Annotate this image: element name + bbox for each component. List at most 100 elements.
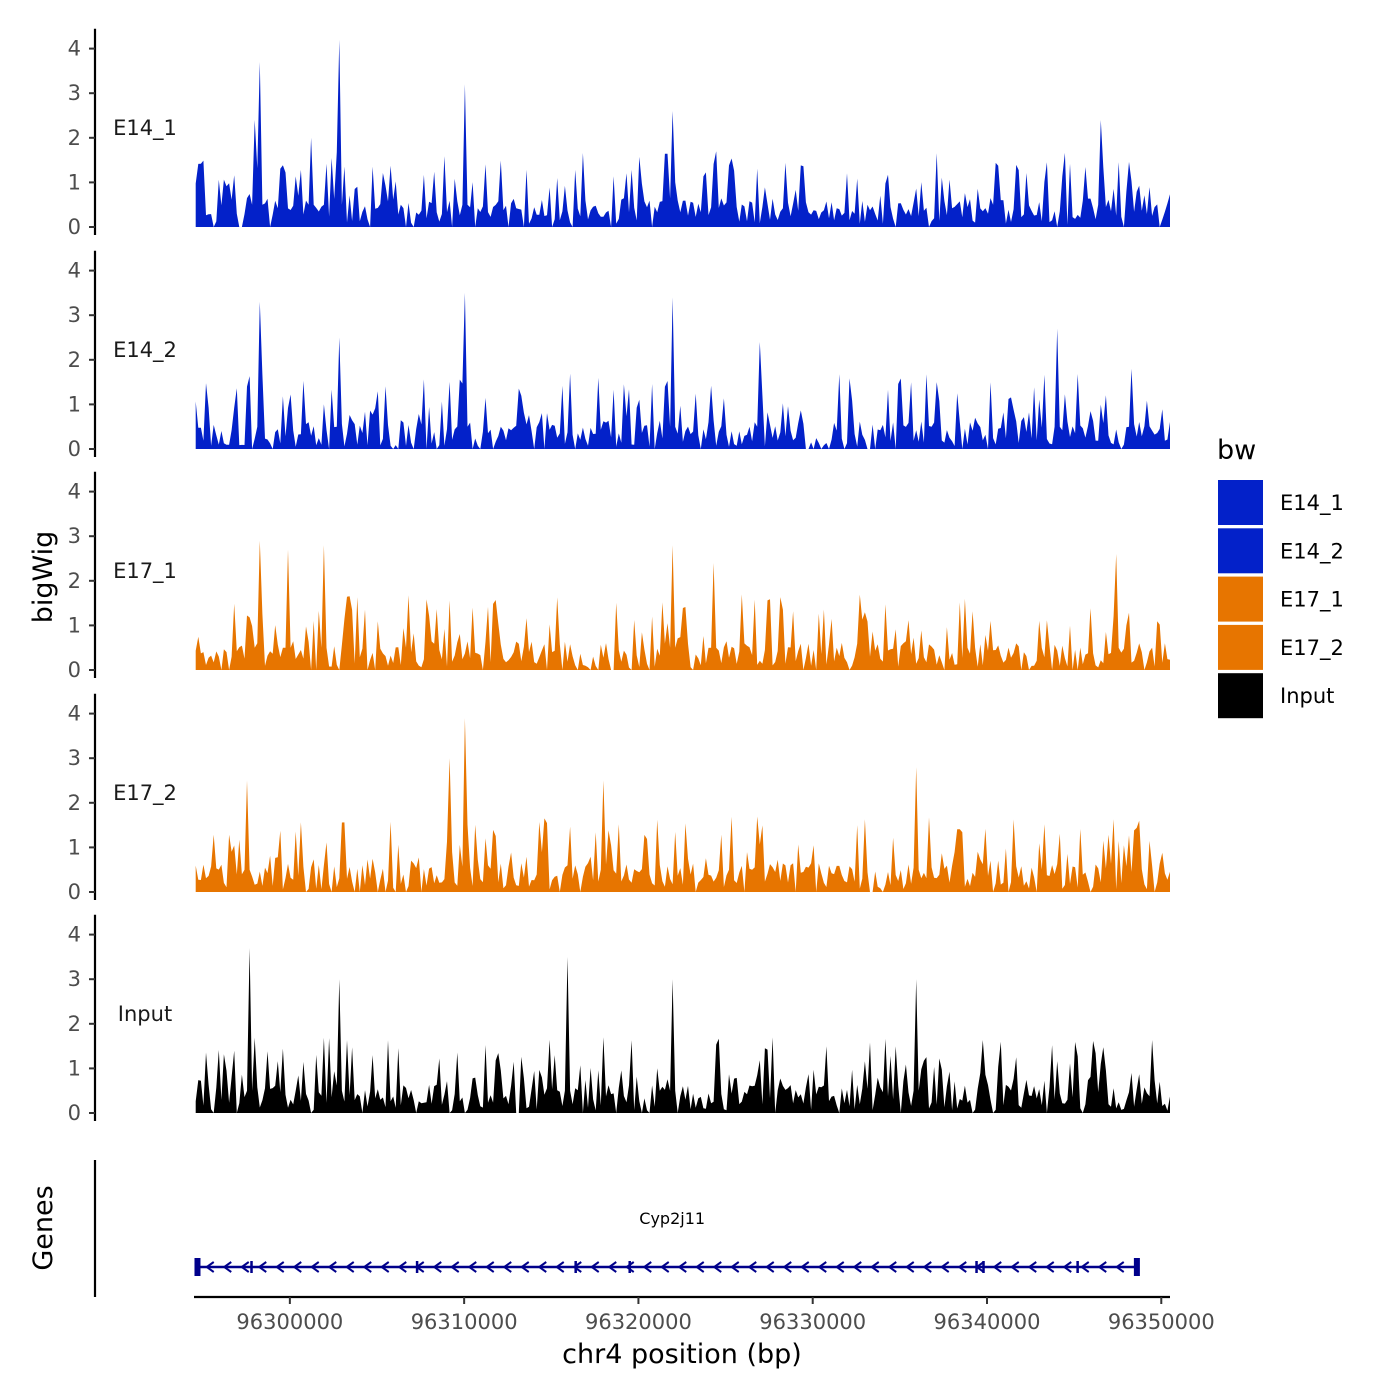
y-tick-label: 2 <box>68 791 81 815</box>
y-axis-title: bigWig <box>28 531 59 624</box>
gene-exon <box>975 1261 978 1273</box>
strand-arrow <box>590 1261 600 1273</box>
strand-arrow <box>887 1261 897 1273</box>
track-input: 0 1 2 3 4 Input <box>68 914 1170 1125</box>
signal-area-e17-2 <box>195 718 1170 892</box>
y-tick-label: 0 <box>68 1101 81 1125</box>
x-axis: 96300000 96310000 96320000 96330000 96340000… <box>194 1295 1215 1334</box>
strand-arrow <box>310 1261 320 1273</box>
strand-arrow <box>1010 1261 1020 1273</box>
strand-arrow <box>607 1261 617 1273</box>
y-tick-label: 3 <box>68 303 81 327</box>
strand-arrow <box>572 1261 582 1273</box>
y-tick-label: 1 <box>68 835 81 859</box>
strand-arrow <box>205 1261 215 1273</box>
x-axis-title: chr4 position (bp) <box>562 1339 802 1370</box>
genes-track-title: Genes <box>28 1185 59 1270</box>
y-tick-label: 2 <box>68 348 81 372</box>
gene-exon <box>574 1261 577 1273</box>
y-tick-label: 4 <box>68 259 81 283</box>
legend-swatch <box>1218 576 1263 622</box>
strand-arrow <box>555 1261 565 1273</box>
strand-arrow <box>1062 1261 1072 1273</box>
strand-arrow <box>432 1261 442 1273</box>
x-tick-label: 96340000 <box>934 1310 1041 1334</box>
x-tick-label: 96330000 <box>759 1310 866 1334</box>
legend: bw E14_1 E14_2 E17_1 E17_2 Input <box>1217 435 1344 719</box>
strand-arrow <box>397 1261 407 1273</box>
y-tick-label: 0 <box>68 215 81 239</box>
strand-arrow <box>957 1261 967 1273</box>
strand-arrow <box>642 1261 652 1273</box>
strand-arrow <box>485 1261 495 1273</box>
strand-arrow <box>1080 1261 1090 1273</box>
strand-arrow <box>870 1261 880 1273</box>
signal-area-e14-1 <box>195 39 1170 228</box>
track-label: E14_1 <box>113 116 177 141</box>
gene-exon <box>415 1261 419 1273</box>
strand-arrow <box>677 1261 687 1273</box>
strand-arrow <box>782 1261 792 1273</box>
legend-title: bw <box>1217 435 1256 466</box>
track-label: E17_1 <box>113 559 177 584</box>
y-tick-label: 3 <box>68 81 81 105</box>
legend-entry-label: E17_1 <box>1280 588 1344 613</box>
strand-arrow <box>1027 1261 1037 1273</box>
strand-arrow <box>940 1261 950 1273</box>
legend-entry-label: E14_1 <box>1280 491 1344 516</box>
y-tick-label: 4 <box>68 480 81 504</box>
y-tick-label: 0 <box>68 658 81 682</box>
track-e14-1: 0 1 2 3 4 E14_1 <box>68 28 1170 239</box>
strand-arrow <box>625 1261 635 1273</box>
strand-arrow <box>222 1261 232 1273</box>
strand-arrow <box>1115 1261 1125 1273</box>
legend-swatch <box>1218 480 1263 525</box>
gene-model: Cyp2j11 <box>194 1209 1140 1276</box>
strand-arrow <box>275 1261 285 1273</box>
y-tick-label: 3 <box>68 746 81 770</box>
y-tick-label: 2 <box>68 126 81 150</box>
gene-exon <box>982 1261 985 1273</box>
gene-exon <box>1076 1261 1079 1273</box>
y-tick-label: 1 <box>68 613 81 637</box>
legend-entry-label: E17_2 <box>1280 636 1344 661</box>
strand-arrow <box>502 1261 512 1273</box>
strand-arrow <box>1097 1261 1107 1273</box>
strand-arrow <box>537 1261 547 1273</box>
strand-arrow <box>817 1261 827 1273</box>
track-label: E14_2 <box>113 338 177 363</box>
strand-arrow <box>450 1261 460 1273</box>
track-label: Input <box>118 1002 172 1026</box>
y-tick-label: 1 <box>68 392 81 416</box>
y-tick-label: 1 <box>68 170 81 194</box>
strand-arrow <box>257 1261 267 1273</box>
gene-exon <box>250 1261 253 1273</box>
strand-arrow <box>380 1261 390 1273</box>
x-tick-label: 96300000 <box>236 1310 343 1334</box>
signal-area-input <box>195 948 1170 1113</box>
legend-entry-label: Input <box>1280 684 1334 708</box>
track-e14-2: 0 1 2 3 4 E14_2 <box>68 250 1170 461</box>
x-tick-label: 96350000 <box>1108 1310 1215 1334</box>
track-label: E17_2 <box>113 781 177 806</box>
y-tick-label: 4 <box>68 37 81 61</box>
strand-arrow <box>835 1261 845 1273</box>
strand-arrow <box>327 1261 337 1273</box>
legend-swatch <box>1218 624 1263 670</box>
genes-track: Genes Cyp2j11 <box>28 1160 1140 1297</box>
strand-arrow <box>922 1261 932 1273</box>
y-tick-label: 4 <box>68 923 81 947</box>
strand-arrow <box>660 1261 670 1273</box>
legend-entry-label: E14_2 <box>1280 539 1344 564</box>
track-e17-1: 0 1 2 3 4 E17_1 <box>68 471 1170 682</box>
strand-arrow <box>695 1261 705 1273</box>
x-tick-label: 96310000 <box>411 1310 518 1334</box>
strand-arrow <box>730 1261 740 1273</box>
strand-arrow <box>1045 1261 1055 1273</box>
y-tick-label: 4 <box>68 702 81 726</box>
strand-arrow <box>765 1261 775 1273</box>
strand-arrow <box>992 1261 1002 1273</box>
y-tick-label: 1 <box>68 1056 81 1080</box>
y-tick-label: 2 <box>68 1012 81 1036</box>
